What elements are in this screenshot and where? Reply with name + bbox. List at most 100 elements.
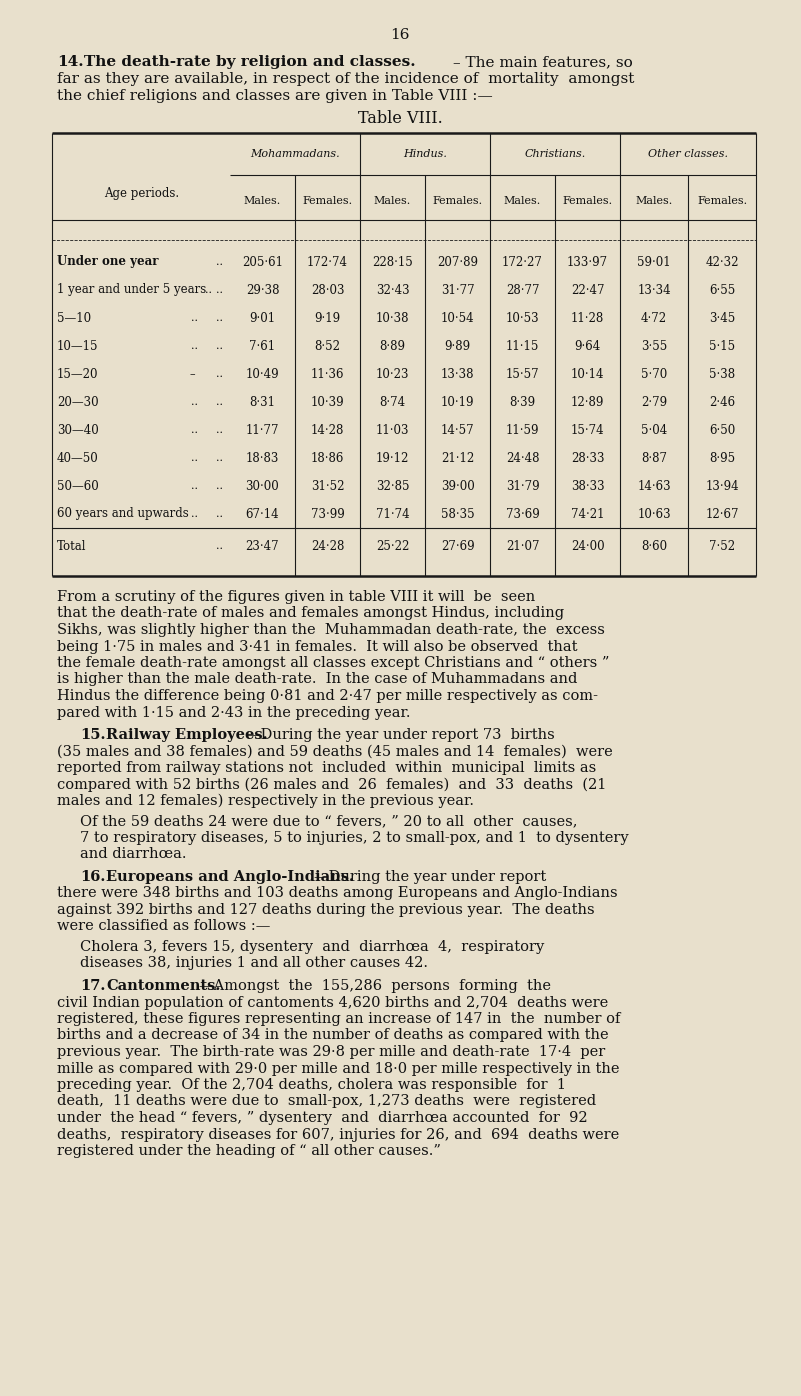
Text: 5—10: 5—10 xyxy=(57,311,91,324)
Text: ..: .. xyxy=(216,257,223,267)
Text: 172·27: 172·27 xyxy=(502,255,543,268)
Text: 31·77: 31·77 xyxy=(441,283,474,296)
Text: 71·74: 71·74 xyxy=(376,508,409,521)
Text: 10—15: 10—15 xyxy=(57,339,99,353)
Text: preceding year.  Of the 2,704 deaths, cholera was responsible  for  1: preceding year. Of the 2,704 deaths, cho… xyxy=(57,1078,566,1092)
Text: births and a decrease of 34 in the number of deaths as compared with the: births and a decrease of 34 in the numbe… xyxy=(57,1029,609,1043)
Text: 15.: 15. xyxy=(80,727,106,743)
Text: —During the year under report 73  births: —During the year under report 73 births xyxy=(246,727,555,743)
Text: 17.: 17. xyxy=(80,979,106,993)
Text: – The main features, so: – The main features, so xyxy=(453,54,633,68)
Text: 22·47: 22·47 xyxy=(571,283,604,296)
Text: 8·60: 8·60 xyxy=(641,539,667,553)
Text: 24·28: 24·28 xyxy=(311,539,344,553)
Text: Males.: Males. xyxy=(244,197,281,207)
Text: 10·23: 10·23 xyxy=(376,367,409,381)
Text: 3·45: 3·45 xyxy=(709,311,735,324)
Text: ..: .. xyxy=(191,424,198,436)
Text: Age periods.: Age periods. xyxy=(104,187,179,200)
Text: 10·19: 10·19 xyxy=(441,395,474,409)
Text: 11·03: 11·03 xyxy=(376,423,409,437)
Text: 10·63: 10·63 xyxy=(637,508,670,521)
Text: 73·99: 73·99 xyxy=(311,508,344,521)
Text: Hindus.: Hindus. xyxy=(403,149,447,159)
Text: 42·32: 42·32 xyxy=(705,255,739,268)
Text: 9·89: 9·89 xyxy=(445,339,470,353)
Text: 207·89: 207·89 xyxy=(437,255,478,268)
Text: 28·03: 28·03 xyxy=(311,283,344,296)
Text: that the death-rate of males and females amongst Hindus, including: that the death-rate of males and females… xyxy=(57,606,564,620)
Text: Females.: Females. xyxy=(562,197,613,207)
Text: 73·69: 73·69 xyxy=(505,508,539,521)
Text: 10·38: 10·38 xyxy=(376,311,409,324)
Text: 28·33: 28·33 xyxy=(571,451,604,465)
Text: ..: .. xyxy=(216,313,223,322)
Text: ..: .. xyxy=(216,285,223,295)
Text: 10·39: 10·39 xyxy=(311,395,344,409)
Text: 40—50: 40—50 xyxy=(57,451,99,465)
Text: pared with 1·15 and 2·43 in the preceding year.: pared with 1·15 and 2·43 in the precedin… xyxy=(57,705,410,719)
Text: 30—40: 30—40 xyxy=(57,423,99,437)
Text: 2·46: 2·46 xyxy=(709,395,735,409)
Text: 28·77: 28·77 xyxy=(505,283,539,296)
Text: 8·31: 8·31 xyxy=(249,395,276,409)
Text: Cholera 3, fevers 15, dysentery  and  diarrhœa  4,  respiratory: Cholera 3, fevers 15, dysentery and diar… xyxy=(80,940,544,953)
Text: 15·57: 15·57 xyxy=(505,367,539,381)
Text: 172·74: 172·74 xyxy=(307,255,348,268)
Text: ..: .. xyxy=(216,424,223,436)
Text: 8·87: 8·87 xyxy=(641,451,667,465)
Text: 15·74: 15·74 xyxy=(570,423,604,437)
Text: ..: .. xyxy=(191,510,198,519)
Text: From a scrutiny of the figures given in table VIII it will  be  seen: From a scrutiny of the figures given in … xyxy=(57,591,535,604)
Text: 10·53: 10·53 xyxy=(505,311,539,324)
Text: and diarrhœa.: and diarrhœa. xyxy=(80,847,187,861)
Text: 31·52: 31·52 xyxy=(311,479,344,493)
Text: 10·14: 10·14 xyxy=(571,367,604,381)
Text: ..: .. xyxy=(216,396,223,408)
Text: ..: .. xyxy=(191,396,198,408)
Text: Sikhs, was slightly higher than the  Muhammadan death-rate, the  excess: Sikhs, was slightly higher than the Muha… xyxy=(57,623,605,637)
Text: Of the 59 deaths 24 were due to “ fevers, ” 20 to all  other  causes,: Of the 59 deaths 24 were due to “ fevers… xyxy=(80,814,578,828)
Text: Hindus the difference being 0·81 and 2·47 per mille respectively as com-: Hindus the difference being 0·81 and 2·4… xyxy=(57,690,598,704)
Text: 32·43: 32·43 xyxy=(376,283,409,296)
Text: 24·00: 24·00 xyxy=(570,539,604,553)
Text: Under one year: Under one year xyxy=(57,255,159,268)
Text: 11·77: 11·77 xyxy=(246,423,280,437)
Text: 50—60: 50—60 xyxy=(57,479,99,493)
Text: 9·19: 9·19 xyxy=(315,311,340,324)
Text: were classified as follows :—: were classified as follows :— xyxy=(57,920,271,934)
Text: 7·52: 7·52 xyxy=(709,539,735,553)
Text: ..: .. xyxy=(216,510,223,519)
Text: 3·55: 3·55 xyxy=(641,339,667,353)
Text: is higher than the male death-rate.  In the case of Muhammadans and: is higher than the male death-rate. In t… xyxy=(57,673,578,687)
Text: 30·00: 30·00 xyxy=(246,479,280,493)
Text: compared with 52 births (26 males and  26  females)  and  33  deaths  (21: compared with 52 births (26 males and 26… xyxy=(57,778,606,792)
Text: —During the year under report: —During the year under report xyxy=(314,870,546,884)
Text: Other classes.: Other classes. xyxy=(648,149,728,159)
Text: –: – xyxy=(190,369,195,378)
Text: reported from railway stations not  included  within  municipal  limits as: reported from railway stations not inclu… xyxy=(57,761,596,775)
Text: ..: .. xyxy=(216,542,223,551)
Text: far as they are available, in respect of the incidence of  mortality  amongst: far as they are available, in respect of… xyxy=(57,73,634,87)
Text: Table VIII.: Table VIII. xyxy=(357,110,442,127)
Text: ..: .. xyxy=(216,369,223,378)
Text: Females.: Females. xyxy=(433,197,482,207)
Text: 133·97: 133·97 xyxy=(567,255,608,268)
Text: 67·14: 67·14 xyxy=(246,508,280,521)
Text: 14·28: 14·28 xyxy=(311,423,344,437)
Text: civil Indian population of cantoments 4,620 births and 2,704  deaths were: civil Indian population of cantoments 4,… xyxy=(57,995,608,1009)
Text: males and 12 females) respectively in the previous year.: males and 12 females) respectively in th… xyxy=(57,794,474,808)
Text: 23·47: 23·47 xyxy=(246,539,280,553)
Text: 21·12: 21·12 xyxy=(441,451,474,465)
Text: Mohammadans.: Mohammadans. xyxy=(250,149,340,159)
Text: 11·28: 11·28 xyxy=(571,311,604,324)
Text: 6·50: 6·50 xyxy=(709,423,735,437)
Text: 8·89: 8·89 xyxy=(380,339,405,353)
Text: 10·49: 10·49 xyxy=(246,367,280,381)
Text: 74·21: 74·21 xyxy=(571,508,604,521)
Text: 8·74: 8·74 xyxy=(380,395,405,409)
Text: Females.: Females. xyxy=(697,197,747,207)
Text: 59·01: 59·01 xyxy=(637,255,670,268)
Text: Cantonments.: Cantonments. xyxy=(106,979,220,993)
Text: 14·63: 14·63 xyxy=(637,479,670,493)
